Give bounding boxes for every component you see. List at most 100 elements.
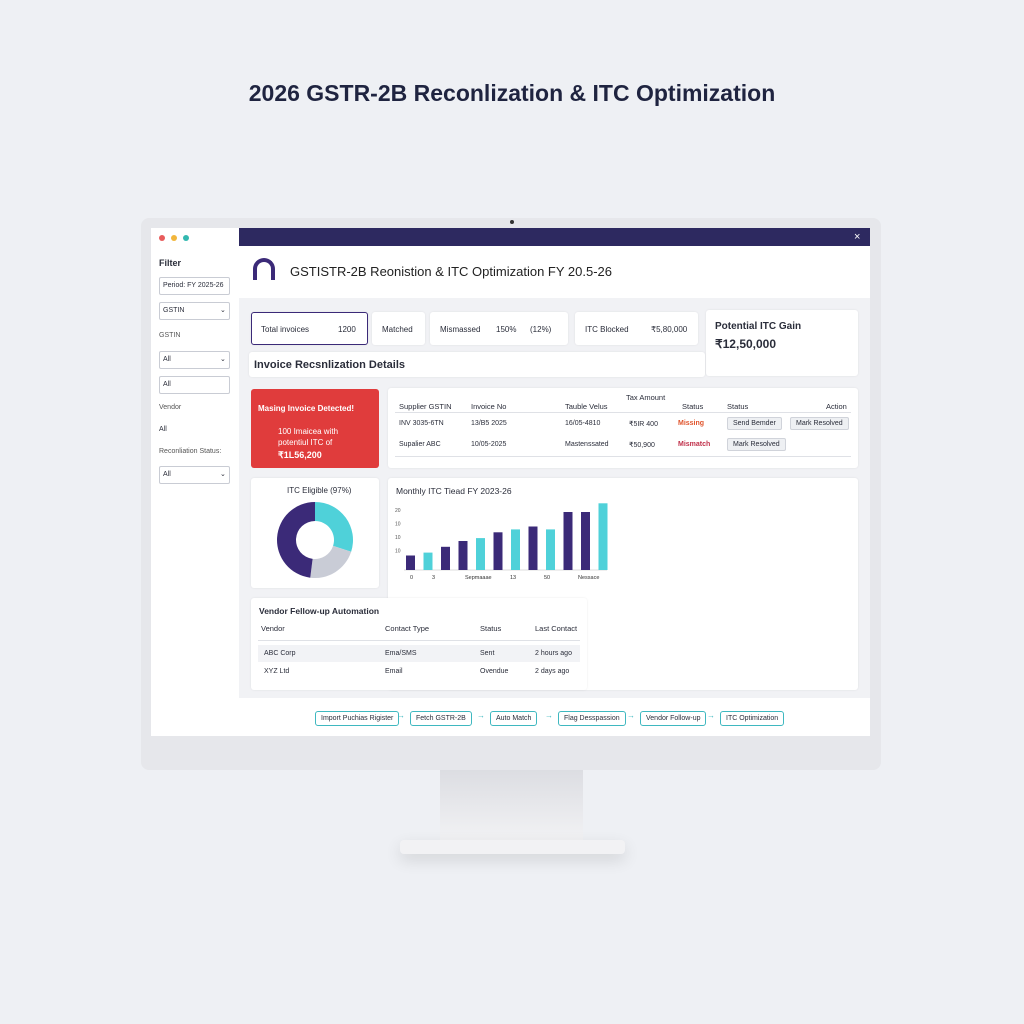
table-cell: 16/05-4810 (565, 420, 601, 427)
y-tick-label: 20 (395, 508, 401, 514)
x-tick-label: 0 (410, 575, 413, 581)
close-button[interactable]: × (854, 231, 861, 243)
table-header: Action (826, 402, 847, 411)
table-header: Contact Type (385, 624, 430, 633)
workflow-step[interactable]: ITC Optimization (720, 711, 785, 726)
table-cell: Ovendue (480, 668, 509, 675)
bar (423, 552, 433, 570)
kpi-label: Mismassed (440, 325, 481, 334)
page-title: 2026 GSTR-2B Reconlization & ITC Optimiz… (248, 80, 776, 106)
row-divider (258, 640, 580, 641)
workflow-step[interactable]: Auto Match (490, 711, 538, 726)
donut-segment (315, 502, 353, 552)
gstin-select[interactable] (159, 302, 230, 320)
kpi-card (372, 312, 425, 345)
alert-title: Masing Invoice Detected! (258, 404, 355, 413)
table-cell: Missing (678, 420, 705, 427)
bar (458, 541, 468, 570)
logo (253, 258, 275, 280)
section-title: Invoice Recsnlization Details (254, 359, 405, 371)
bar (581, 512, 590, 570)
camera (510, 220, 514, 224)
donut-segment (277, 502, 315, 578)
table-header: Status (727, 402, 749, 411)
donut-segment (310, 545, 352, 578)
alert-amount: ₹1L56,200 (278, 450, 322, 460)
arrow: → (477, 711, 485, 720)
table-cell: Sent (480, 650, 495, 657)
window-dot (159, 235, 165, 241)
kpi-label: Matched (382, 325, 413, 334)
y-tick-label: 10 (395, 522, 401, 528)
alert (251, 389, 379, 468)
kpi-card (575, 312, 698, 345)
chevron: ⌄ (220, 471, 226, 478)
gstin-label: GSTIN (159, 332, 181, 339)
chevron: ⌄ (220, 356, 226, 363)
chevron: ⌄ (220, 307, 226, 314)
arrow: → (397, 711, 405, 720)
donut-title: ITC Eligible (97%) (287, 486, 352, 495)
kpi-value: ₹5,80,000 (651, 325, 688, 334)
table-cell: ₹5IR 400 (629, 421, 658, 428)
dashboard-title: GSTISTR-2B Reonistion & ITC Optimization… (290, 264, 612, 279)
all-input[interactable] (159, 376, 230, 394)
kpi-card (251, 312, 368, 345)
action-button[interactable]: Mark Resolved (790, 417, 849, 430)
period-input[interactable] (159, 277, 230, 295)
status-select[interactable] (159, 466, 230, 484)
table-row (258, 663, 580, 680)
workflow-step[interactable]: Flag Desspassion (558, 711, 626, 726)
y-tick-label: 10 (395, 549, 401, 555)
title-bar (239, 246, 870, 298)
trend-chart: 20 10 10 10 0 3 Sepmaaae 13 50 Nessace (392, 500, 622, 590)
bar (546, 529, 555, 570)
all-input-value: All (163, 381, 171, 388)
bar (406, 555, 415, 570)
table-cell: Ema/SMS (385, 650, 417, 657)
period-value: Period: FY 2025-26 (163, 282, 224, 289)
bar (563, 512, 573, 570)
donut-chart (275, 500, 355, 580)
kpi-label: ITC Blocked (585, 325, 629, 334)
table-cell: 10/05-2025 (471, 441, 507, 448)
donut-svg (277, 502, 353, 578)
arrow: → (545, 711, 553, 720)
kpi-extra: (12%) (530, 325, 552, 334)
action-button[interactable]: Mark Resolved (727, 438, 786, 451)
table-cell: 2 hours ago (535, 650, 572, 657)
workflow-step[interactable]: Import Puchias Rigister (315, 711, 400, 726)
x-tick-label: 50 (544, 575, 550, 581)
table-header: Vendor (261, 624, 285, 633)
table-row (258, 645, 580, 662)
gstin-value-select[interactable] (159, 351, 230, 369)
workflow-step[interactable]: Fetch GSTR-2B (410, 711, 472, 726)
action-button[interactable]: Send Bemder (727, 417, 782, 430)
gstin-select-value: GSTIN (163, 307, 185, 314)
x-tick-label: 13 (510, 575, 516, 581)
potential-label: Potential ITC Gain (715, 321, 802, 332)
status-label: Reconliation Status: (159, 448, 222, 455)
x-tick-label: Sepmaaae (465, 575, 492, 581)
table-cell: INV 3035-6TN (399, 420, 444, 427)
filter-heading: Filter (159, 258, 182, 268)
screen: Filter Period: FY 2025-26 GSTIN ⌄ GSTIN All ⌄ A… (151, 228, 870, 736)
workflow-step[interactable]: Vendor Follow-up (640, 711, 707, 726)
table-cell: 13/B5 2025 (471, 420, 507, 427)
table-cell: Mastenssated (565, 441, 609, 448)
window-dot (171, 235, 177, 241)
table-cell: Mismatch (678, 441, 711, 448)
table-header: Last Contact (535, 624, 578, 633)
bar (528, 526, 538, 570)
window-dot (183, 235, 189, 241)
table-cell: ₹50,900 (629, 442, 655, 449)
potential-value: ₹12,50,000 (715, 337, 777, 351)
trend-svg: 20 10 10 10 0 3 Sepmaaae 13 50 Nessace (395, 503, 608, 581)
table-cell: Email (385, 668, 403, 675)
stand (440, 770, 583, 848)
table-cell: 2 days ago (535, 668, 570, 675)
table-header: Tauble Velus (565, 402, 608, 411)
section-strip (249, 352, 705, 377)
gstin-value-select-value: All (163, 356, 171, 363)
